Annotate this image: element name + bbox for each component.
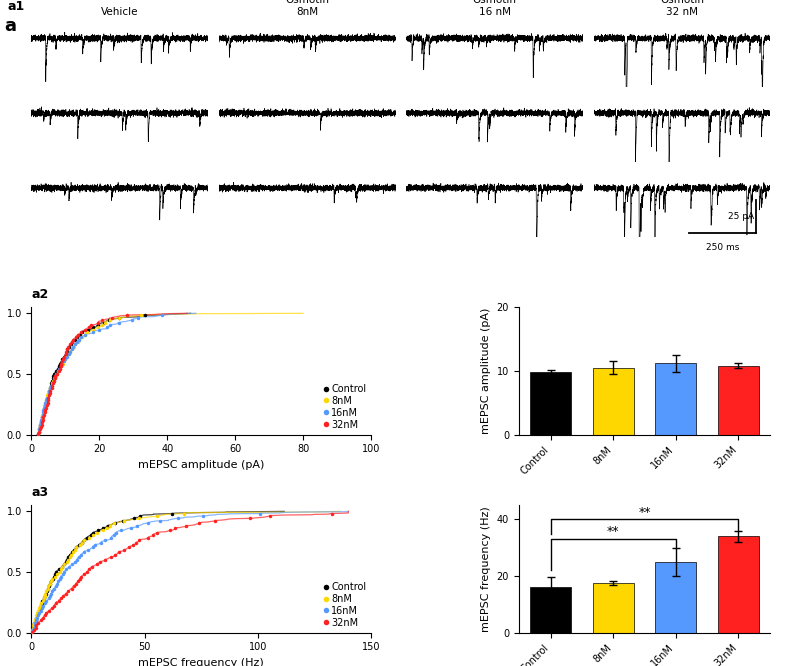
Text: Osmotin
32 nM: Osmotin 32 nM [660, 0, 704, 17]
Bar [718, 536, 758, 633]
X-axis label: mEPSC amplitude (pA): mEPSC amplitude (pA) [138, 460, 264, 470]
Bar [718, 366, 758, 435]
Bar [593, 368, 634, 435]
Bar [656, 363, 696, 435]
Bar [656, 562, 696, 633]
Text: a1: a1 [8, 0, 25, 13]
Bar [593, 583, 634, 633]
Y-axis label: Cumulative probability: Cumulative probability [0, 505, 1, 633]
Bar [531, 587, 571, 633]
X-axis label: mEPSC frequency (Hz): mEPSC frequency (Hz) [138, 658, 264, 666]
Text: 25 pA: 25 pA [729, 212, 755, 221]
Y-axis label: mEPSC amplitude (pA): mEPSC amplitude (pA) [481, 308, 491, 434]
Text: Osmotin
8nM: Osmotin 8nM [285, 0, 329, 17]
Legend: Control, 8nM, 16nM, 32nM: Control, 8nM, 16nM, 32nM [323, 384, 366, 430]
Text: **: ** [638, 505, 651, 519]
Text: a3: a3 [31, 486, 49, 499]
Text: Vehicle: Vehicle [101, 7, 138, 17]
Text: 250 ms: 250 ms [706, 243, 740, 252]
Text: a: a [4, 17, 16, 35]
Y-axis label: Cumulative probability: Cumulative probability [0, 308, 1, 434]
Text: Osmotin
16 nM: Osmotin 16 nM [472, 0, 516, 17]
Legend: Control, 8nM, 16nM, 32nM: Control, 8nM, 16nM, 32nM [323, 582, 366, 628]
Text: **: ** [607, 525, 619, 538]
Y-axis label: mEPSC frequency (Hz): mEPSC frequency (Hz) [481, 506, 491, 632]
Bar [531, 372, 571, 435]
Text: a2: a2 [31, 288, 49, 300]
